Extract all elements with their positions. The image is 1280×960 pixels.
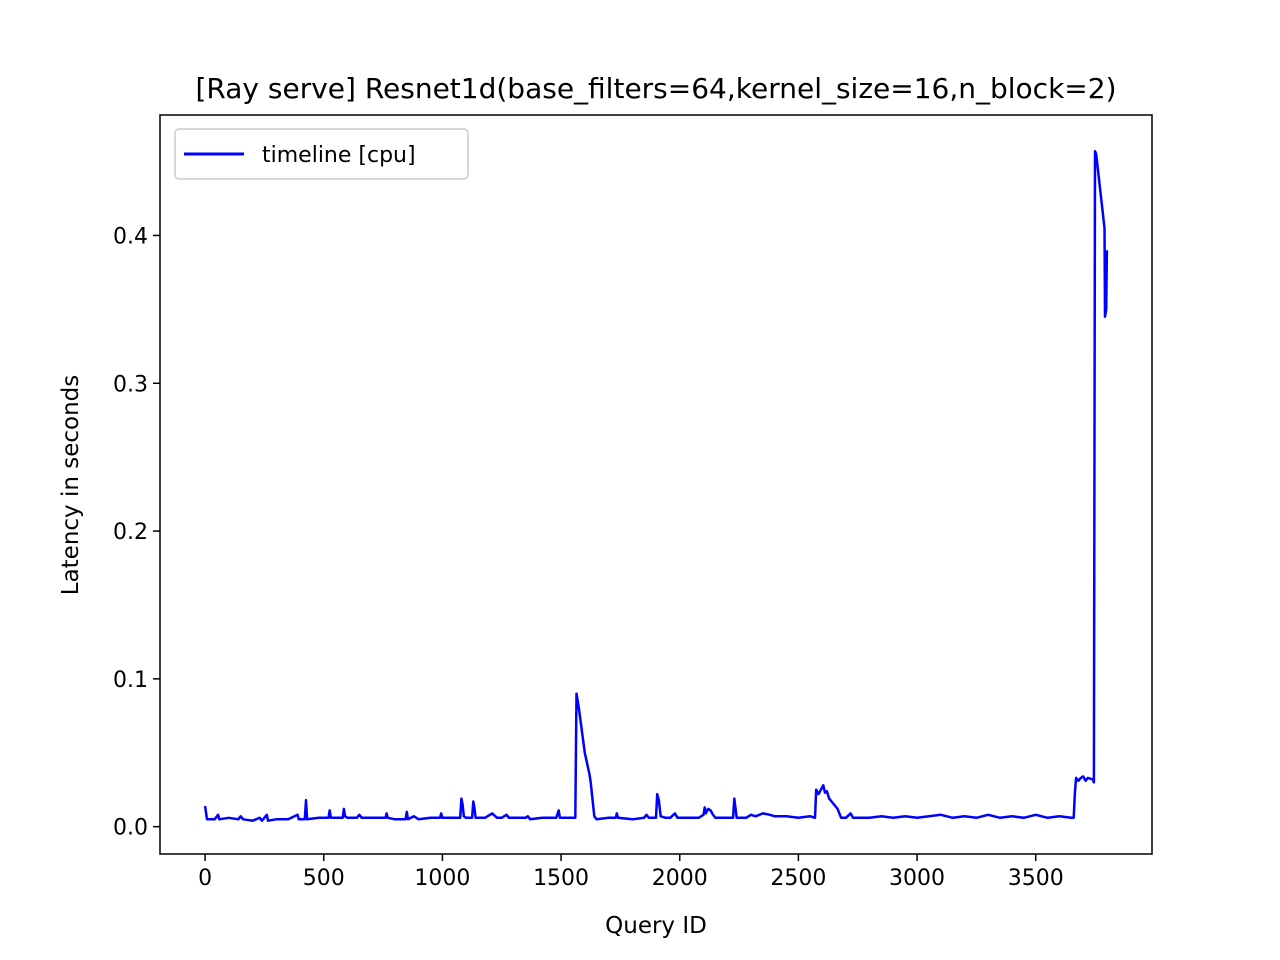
x-tick-label: 3000 <box>889 866 945 891</box>
y-tick-label: 0.2 <box>113 520 148 545</box>
y-axis: 0.0 0.1 0.2 0.3 0.4 <box>113 224 160 841</box>
x-tick-label: 1500 <box>533 866 589 891</box>
plot-frame <box>159 114 1153 855</box>
series-layer <box>203 149 1109 822</box>
y-tick-label: 0.3 <box>113 372 148 397</box>
x-tick-label: 2500 <box>770 866 826 891</box>
legend-label: timeline [cpu] <box>262 143 416 168</box>
legend-box <box>174 128 469 180</box>
y-tick-label: 0.4 <box>113 224 148 249</box>
x-tick-label: 0 <box>198 866 212 891</box>
x-tick-label: 3500 <box>1008 866 1064 891</box>
plot-area <box>159 114 1153 855</box>
x-tick-label: 500 <box>303 866 345 891</box>
y-tick-label: 0.1 <box>113 668 148 693</box>
series-line <box>203 149 1109 822</box>
x-axis-label: Query ID <box>605 913 707 939</box>
y-axis-label: Latency in seconds <box>58 375 84 596</box>
x-axis: 0 500 1000 1500 2000 2500 3000 3500 <box>198 854 1064 891</box>
x-tick-label: 1000 <box>414 866 470 891</box>
chart-title: [Ray serve] Resnet1d(base_filters=64,ker… <box>195 72 1116 105</box>
legend: timeline [cpu] <box>174 128 469 180</box>
x-tick-label: 2000 <box>652 866 708 891</box>
y-tick-label: 0.0 <box>113 816 148 841</box>
